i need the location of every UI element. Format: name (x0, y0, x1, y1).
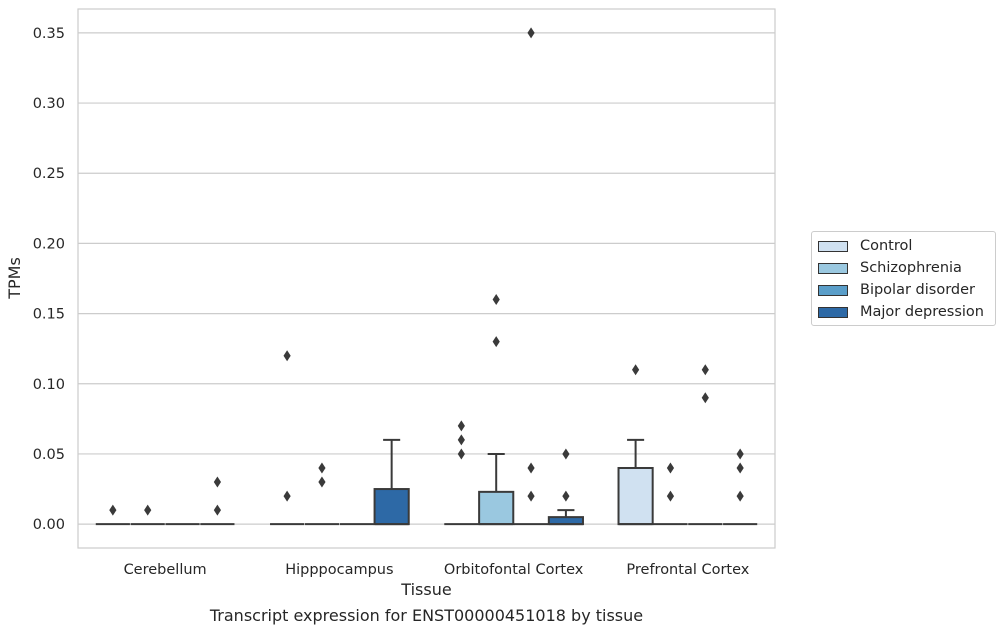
outlier-point (144, 504, 152, 516)
y-tick-label: 0.25 (33, 166, 65, 182)
outlier-point (562, 448, 570, 460)
outlier-point (213, 504, 221, 516)
outlier-point (492, 336, 500, 348)
outlier-point (457, 448, 465, 460)
outlier-point (632, 364, 640, 376)
outlier-point (109, 504, 117, 516)
outlier-point (562, 490, 570, 502)
y-tick-label: 0.35 (33, 26, 65, 42)
outlier-point (318, 476, 326, 488)
outlier-point (736, 490, 744, 502)
legend-label-major-depression: Major depression (860, 304, 984, 320)
outlier-point (527, 490, 535, 502)
x-tick-label: Orbitofontal Cortex (444, 562, 584, 578)
outlier-point (666, 462, 675, 474)
box-iqr (617, 466, 654, 526)
legend-swatch-major-depression (818, 306, 848, 318)
legend-swatch-control (818, 240, 848, 252)
chart-caption: Transcript expression for ENST0000045101… (209, 606, 644, 625)
plot-frame (77, 8, 776, 549)
x-tick-label: Hipppocampus (285, 562, 393, 578)
outlier-point (701, 364, 709, 376)
outlier-point (457, 434, 465, 446)
outlier-point (283, 350, 291, 362)
legend-item-control: Control (818, 236, 912, 256)
boxes (95, 27, 758, 526)
y-tick-label: 0.00 (33, 517, 65, 533)
outlier-point (213, 476, 221, 488)
outlier-point (457, 420, 465, 432)
legend: Control Schizophrenia Bipolar disorder M… (811, 231, 996, 326)
y-tick-labels: 0.00 0.05 0.10 0.15 0.20 0.25 0.30 0.35 (33, 26, 65, 533)
y-tick-label: 0.30 (33, 96, 65, 112)
y-tick-label: 0.05 (33, 447, 65, 463)
outlier-point (492, 294, 500, 306)
box-iqr (373, 488, 410, 526)
outlier-point (318, 462, 326, 474)
box-iqr (478, 490, 515, 526)
outlier-point (736, 448, 744, 460)
legend-item-bipolar-disorder: Bipolar disorder (818, 280, 975, 300)
legend-swatch-schizophrenia (818, 262, 848, 274)
legend-label-bipolar-disorder: Bipolar disorder (860, 282, 975, 298)
grid-lines (78, 32, 775, 525)
legend-swatch-bipolar-disorder (818, 284, 848, 296)
x-tick-label: Prefrontal Cortex (626, 562, 749, 578)
box-iqr (547, 516, 584, 526)
x-tick-labels: Cerebellum Hipppocampus Orbitofontal Corte… (124, 562, 750, 578)
y-axis-label: TPMs (5, 257, 24, 300)
legend-label-control: Control (860, 238, 913, 254)
outlier-point (736, 462, 744, 474)
outlier-point (666, 490, 675, 502)
y-tick-label: 0.15 (33, 307, 65, 323)
x-tick-label: Cerebellum (124, 562, 207, 578)
outlier-point (283, 490, 291, 502)
outlier-point (701, 392, 709, 404)
outlier-point (527, 27, 535, 39)
y-tick-label: 0.10 (33, 377, 65, 393)
x-axis-label: Tissue (400, 580, 451, 599)
legend-label-schizophrenia: Schizophrenia (860, 260, 962, 276)
outlier-point (527, 462, 535, 474)
y-tick-label: 0.20 (33, 236, 65, 252)
legend-item-major-depression: Major depression (818, 302, 984, 322)
legend-item-schizophrenia: Schizophrenia (818, 258, 962, 278)
